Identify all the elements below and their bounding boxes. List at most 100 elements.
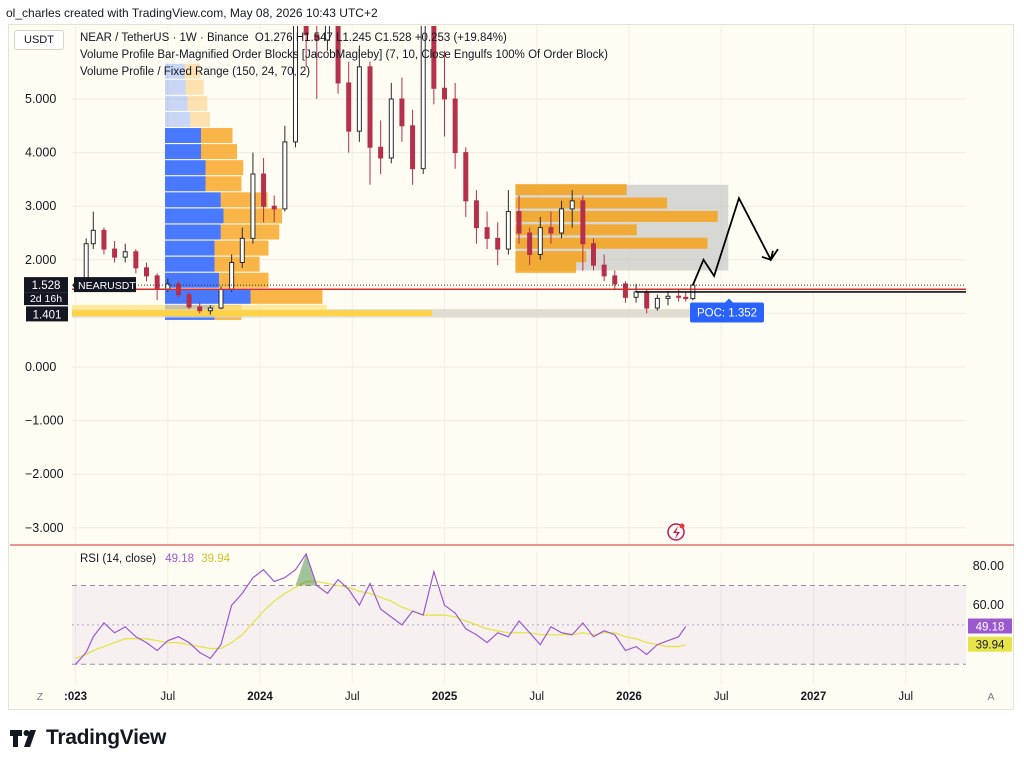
- x-tick-label: Jul: [714, 691, 729, 703]
- candle-body: [452, 98, 458, 154]
- x-tick-label: 2025: [432, 691, 458, 703]
- candle-body: [537, 227, 543, 255]
- countdown-bg: [24, 292, 68, 306]
- order-block-bar: [515, 251, 587, 263]
- brand-name: TradingView: [46, 726, 167, 749]
- candle-body: [303, 26, 309, 36]
- tradingview-logo-icon: [10, 730, 36, 747]
- rsi-axis-label: 80.00: [973, 559, 1004, 573]
- currency-selector[interactable]: USDT: [14, 30, 64, 50]
- rsi-legend[interactable]: RSI (14, close) 49.18 39.94: [80, 553, 230, 565]
- volume-profile-bar-blue: [165, 144, 201, 160]
- candle-body: [261, 173, 267, 207]
- ticker-label-bg: [74, 277, 136, 293]
- lightning-bolt: [673, 526, 680, 539]
- candle-body: [527, 232, 533, 255]
- volume-profile-bar-blue: [165, 240, 215, 256]
- candle-body: [335, 26, 341, 84]
- rsi-ma-tag: [968, 636, 1012, 652]
- level-label-bg: [26, 306, 68, 322]
- rsi-overbought-fill: [295, 553, 317, 586]
- volume-profile-bar-orange: [214, 256, 260, 272]
- y-tick-label: 2.000: [25, 253, 56, 267]
- y-tick-label: 5.000: [25, 92, 56, 106]
- candle-body: [683, 296, 689, 300]
- rsi-ma-value: 39.94: [201, 553, 231, 565]
- candle-body: [612, 275, 618, 285]
- rsi-label: RSI (14, close): [80, 553, 157, 565]
- volume-profile-bar-blue: [165, 63, 185, 79]
- candle-body: [591, 243, 596, 266]
- lightning-circle: [667, 523, 685, 541]
- candle-body: [633, 291, 639, 298]
- support-zone-bar: [72, 310, 432, 317]
- order-block-bar: [515, 197, 668, 209]
- candle-body: [569, 200, 575, 210]
- candle-body: [101, 229, 107, 250]
- candle-body: [654, 297, 660, 309]
- rsi-ma-tag-bg: [968, 636, 1012, 652]
- last-price-value: 1.528: [32, 280, 61, 292]
- candle-body: [559, 208, 565, 234]
- price-plot-area: [72, 26, 966, 544]
- order-block-bar: [515, 210, 718, 222]
- x-tick-label: Jul: [345, 691, 360, 703]
- auto-scale-button: A: [987, 691, 994, 703]
- candle-body: [473, 200, 479, 229]
- legend-pair[interactable]: NEAR / TetherUS · 1W · Binance: [80, 32, 249, 44]
- candle-body: [186, 294, 192, 308]
- x-tick-label: 2026: [616, 691, 642, 703]
- candle-body: [548, 227, 554, 234]
- volume-profile-bar-orange: [201, 144, 237, 160]
- candle-body: [165, 283, 171, 290]
- candle-body: [356, 66, 362, 132]
- ticker-label: NEARUSDT: [78, 280, 136, 292]
- candle-body: [90, 229, 96, 245]
- candle-body: [580, 200, 586, 245]
- candle-body: [516, 211, 522, 234]
- candle-body: [431, 26, 437, 89]
- volume-profile-bar-blue: [165, 128, 201, 144]
- candle-body: [410, 125, 416, 170]
- x-tick-label: :023: [64, 691, 87, 703]
- y-tick-label: 3.000: [25, 199, 56, 213]
- volume-profile-bar-blue: [165, 111, 191, 127]
- candle-body: [367, 66, 373, 148]
- candle-body: [495, 237, 501, 250]
- y-tick-label: −2.000: [25, 467, 64, 481]
- volume-profile-bar-orange: [187, 95, 208, 111]
- candle-body: [282, 141, 288, 210]
- x-tick-label: Jul: [898, 691, 913, 703]
- lightning-dot: [679, 523, 685, 529]
- candle-body: [197, 306, 203, 312]
- candle-body: [112, 248, 118, 258]
- candle-body: [378, 146, 384, 159]
- projection-arrowhead: [761, 250, 774, 261]
- legend-indicator-order-blocks[interactable]: Volume Profile Bar-Magnified Order Block…: [80, 49, 608, 61]
- candle-body: [484, 227, 490, 239]
- order-block-bar: [515, 237, 708, 249]
- candle-body: [324, 26, 330, 41]
- tradingview-logo[interactable]: TradingView: [10, 726, 166, 750]
- poc-label: POC: 1.352: [697, 308, 757, 320]
- x-tick-label: Jul: [160, 691, 175, 703]
- volume-profile-bar-blue: [165, 160, 206, 176]
- volume-profile-bar-orange: [220, 192, 268, 208]
- candle-body: [505, 211, 511, 250]
- legend-pair-line: NEAR / TetherUS · 1W · Binance O1.276 H1…: [80, 32, 507, 44]
- order-block-bar: [515, 184, 627, 196]
- y-tick-label: 0.000: [25, 360, 56, 374]
- poc-box: [690, 302, 764, 323]
- rsi-value-tag: [968, 618, 1012, 634]
- candle-body: [622, 283, 628, 298]
- volume-profile-bar-blue: [165, 176, 206, 192]
- chart-caption: ol_charles created with TradingView.com,…: [6, 6, 378, 20]
- legend-indicator-volume-profile[interactable]: Volume Profile / Fixed Range (150, 24, 7…: [80, 66, 311, 78]
- y-tick-label: 4.000: [25, 146, 56, 160]
- candle-body: [271, 205, 277, 210]
- volume-profile-bar-blue: [165, 79, 186, 95]
- volume-profile-bar-orange: [190, 111, 210, 127]
- volume-profile-bar-blue: [165, 192, 221, 208]
- rsi-ma-tag-text: 39.94: [976, 640, 1005, 652]
